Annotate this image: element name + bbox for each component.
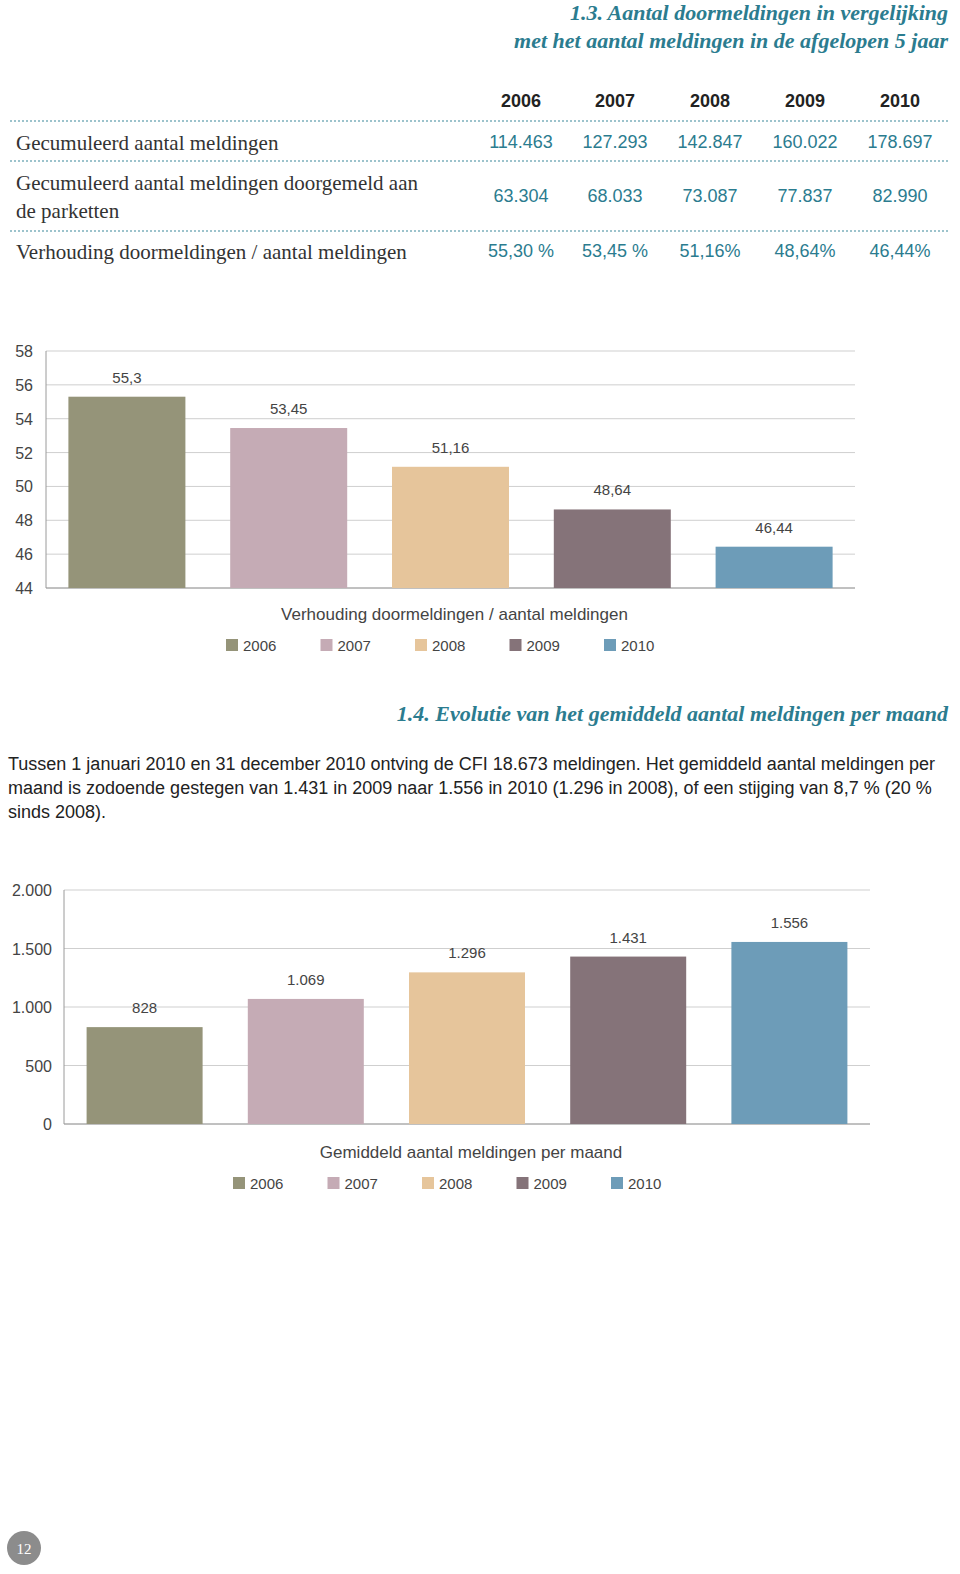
data-label: 53,45 — [270, 400, 308, 417]
page-badge — [7, 1531, 41, 1565]
table-cell: 178.697 — [850, 132, 950, 153]
row-label: Verhouding doormeldingen / aantal meldin… — [16, 238, 436, 266]
table-header: 2006 — [476, 91, 566, 112]
tick-label: 54 — [15, 411, 33, 428]
legend-swatch — [226, 639, 238, 651]
table-rule — [10, 230, 948, 232]
page-number-text: 12 — [17, 1541, 32, 1557]
legend-swatch — [510, 639, 522, 651]
legend-label: 2006 — [243, 637, 276, 654]
data-label: 46,44 — [755, 519, 793, 536]
bars — [68, 397, 832, 588]
legend-label: 2007 — [338, 637, 371, 654]
table-cell: 127.293 — [565, 132, 665, 153]
table-header: 2010 — [855, 91, 945, 112]
bar — [230, 428, 347, 588]
section-title: met het aantal meldingen in de afgelopen… — [0, 28, 948, 54]
legend-label: 2008 — [439, 1175, 472, 1192]
bar — [248, 999, 364, 1124]
data-label: 51,16 — [432, 439, 470, 456]
table-cell: 48,64% — [755, 241, 855, 262]
legend-swatch — [611, 1177, 623, 1189]
table-header: 2009 — [760, 91, 850, 112]
table-cell: 73.087 — [660, 186, 760, 207]
grid-line — [46, 351, 855, 352]
legend-label: 2009 — [527, 637, 560, 654]
tick-label: 58 — [15, 343, 33, 360]
page-number: 12 — [0, 1523, 50, 1573]
paragraph: Tussen 1 januari 2010 en 31 december 201… — [8, 752, 953, 824]
section-title: 1.4. Evolutie van het gemiddeld aantal m… — [0, 701, 948, 727]
bar — [87, 1027, 203, 1124]
bar-chart: 0 500 1.000 1.500 2.000 828 1.069 1.296 1.431 1.5… — [0, 870, 960, 1200]
table-cell: 68.033 — [565, 186, 665, 207]
legend-swatch — [604, 639, 616, 651]
bars — [87, 942, 848, 1124]
table-header: 2008 — [665, 91, 755, 112]
data-label: 48,64 — [594, 481, 632, 498]
grid-line — [64, 890, 870, 891]
data-label: 828 — [132, 999, 157, 1016]
tick-label: 2.000 — [12, 882, 52, 899]
legend-swatch — [422, 1177, 434, 1189]
bar-chart: 44 46 48 50 52 54 56 58 55,3 53,45 51,16 48,64 46,44… — [0, 330, 960, 660]
table-cell: 114.463 — [471, 132, 571, 153]
bar — [570, 957, 686, 1124]
table-cell: 46,44% — [850, 241, 950, 262]
table-header: 2007 — [570, 91, 660, 112]
table-cell: 82.990 — [850, 186, 950, 207]
tick-label: 500 — [25, 1058, 52, 1075]
table-cell: 142.847 — [660, 132, 760, 153]
data-label: 1.431 — [609, 929, 647, 946]
data-label: 1.556 — [771, 914, 809, 931]
tick-label: 46 — [15, 546, 33, 563]
y-axis — [64, 890, 65, 1124]
table-cell: 63.304 — [471, 186, 571, 207]
legend-label: 2010 — [621, 637, 654, 654]
tick-label: 0 — [43, 1116, 52, 1133]
legend-label: 2010 — [628, 1175, 661, 1192]
table-cell: 77.837 — [755, 186, 855, 207]
legend-label: 2008 — [432, 637, 465, 654]
legend-swatch — [328, 1177, 340, 1189]
section-title: 1.3. Aantal doormeldingen in vergelijkin… — [0, 0, 948, 26]
table-rule — [10, 120, 948, 122]
tick-label: 48 — [15, 512, 33, 529]
row-label: Gecumuleerd aantal meldingen doorgemeld … — [16, 169, 436, 225]
tick-label: 50 — [15, 478, 33, 495]
table-cell: 51,16% — [660, 241, 760, 262]
tick-label: 56 — [15, 377, 33, 394]
tick-label: 1.500 — [12, 941, 52, 958]
legend-label: 2006 — [250, 1175, 283, 1192]
y-axis — [46, 351, 47, 588]
data-label: 1.296 — [448, 944, 486, 961]
table-cell: 53,45 % — [565, 241, 665, 262]
tick-label: 1.000 — [12, 999, 52, 1016]
bar — [409, 972, 525, 1124]
legend-label: 2007 — [345, 1175, 378, 1192]
table-cell: 160.022 — [755, 132, 855, 153]
data-label: 55,3 — [112, 369, 141, 386]
bar — [731, 942, 847, 1124]
bar — [716, 547, 833, 588]
axis-label: Verhouding doormeldingen / aantal meldin… — [281, 605, 628, 624]
legend-label: 2009 — [534, 1175, 567, 1192]
row-label: Gecumuleerd aantal meldingen — [16, 129, 436, 157]
tick-label: 52 — [15, 445, 33, 462]
bar — [68, 397, 185, 588]
axis-label: Gemiddeld aantal meldingen per maand — [320, 1143, 622, 1162]
legend-swatch — [233, 1177, 245, 1189]
tick-label: 44 — [15, 580, 33, 597]
data-label: 1.069 — [287, 971, 325, 988]
bar — [392, 467, 509, 588]
legend-swatch — [517, 1177, 529, 1189]
legend-swatch — [321, 639, 333, 651]
table-cell: 55,30 % — [471, 241, 571, 262]
legend-swatch — [415, 639, 427, 651]
bar — [554, 509, 671, 588]
grid-line — [46, 384, 855, 385]
table-rule — [10, 160, 948, 162]
